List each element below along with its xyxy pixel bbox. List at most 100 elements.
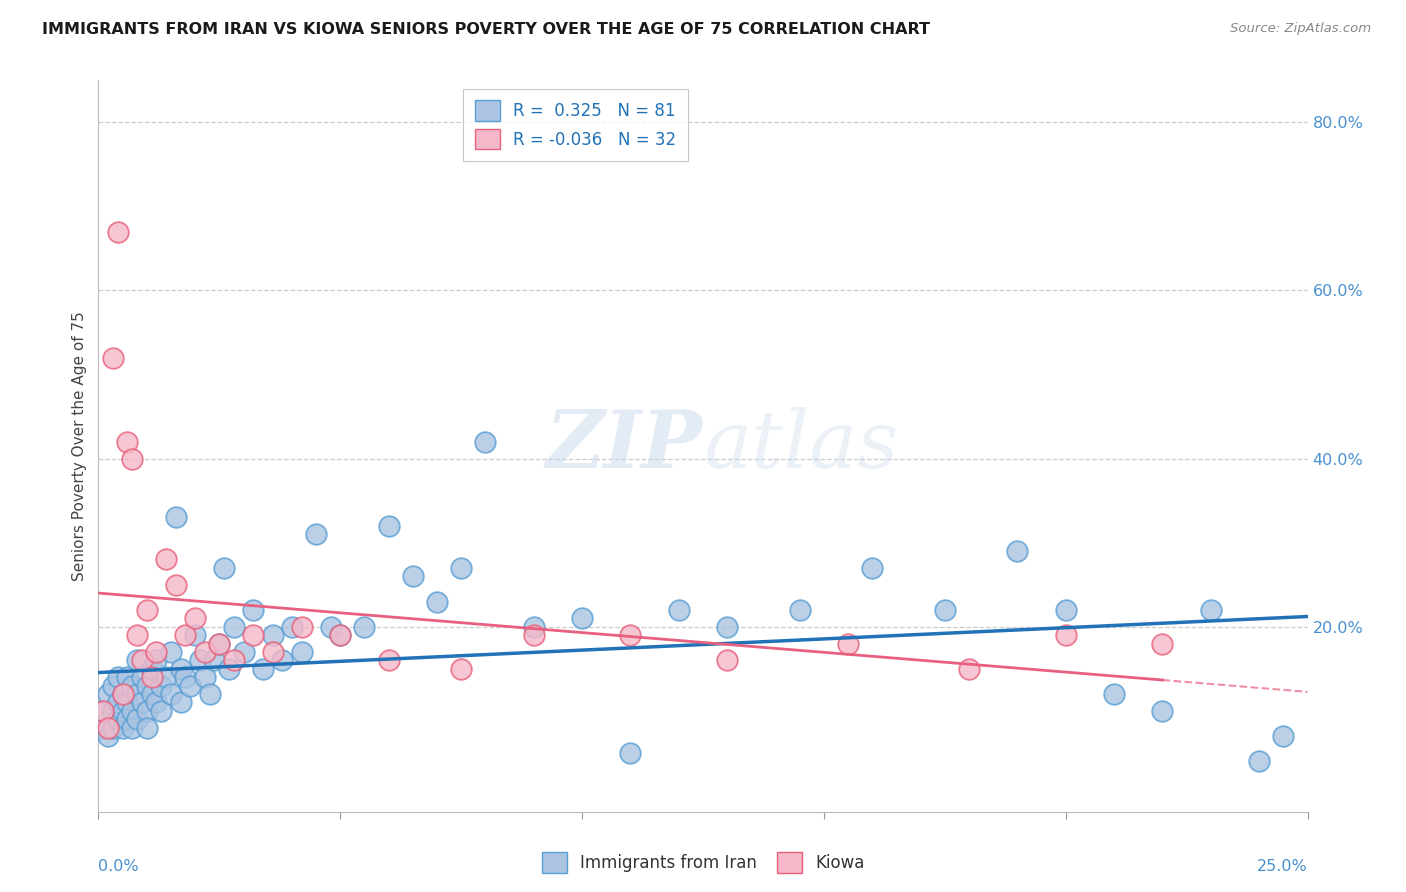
Point: [131, 670, 153, 684]
Point: [716, 620, 738, 634]
Point: [107, 695, 129, 709]
Point: [426, 594, 449, 608]
Point: [91, 721, 114, 735]
Point: [860, 561, 883, 575]
Point: [1272, 729, 1295, 743]
Point: [91, 704, 114, 718]
Point: [1102, 687, 1125, 701]
Point: [141, 662, 163, 676]
Point: [174, 628, 197, 642]
Point: [107, 225, 129, 239]
Point: [204, 653, 226, 667]
Point: [290, 620, 312, 634]
Point: [377, 519, 399, 533]
Point: [262, 645, 284, 659]
Point: [141, 687, 163, 701]
Point: [111, 704, 134, 718]
Point: [1054, 628, 1077, 642]
Point: [121, 451, 143, 466]
Point: [290, 645, 312, 659]
Point: [619, 746, 641, 760]
Point: [117, 670, 139, 684]
Point: [169, 695, 191, 709]
Point: [188, 653, 211, 667]
Point: [222, 620, 245, 634]
Point: [957, 662, 980, 676]
Point: [222, 653, 245, 667]
Point: [571, 611, 593, 625]
Point: [1152, 636, 1174, 650]
Point: [208, 636, 231, 650]
Point: [523, 620, 546, 634]
Point: [127, 628, 149, 642]
Point: [184, 611, 207, 625]
Point: [121, 721, 143, 735]
Point: [218, 662, 240, 676]
Point: [174, 670, 197, 684]
Point: [1054, 603, 1077, 617]
Y-axis label: Seniors Poverty Over the Age of 75: Seniors Poverty Over the Age of 75: [72, 311, 87, 581]
Point: [150, 704, 173, 718]
Point: [837, 636, 859, 650]
Point: [523, 628, 546, 642]
Legend: Immigrants from Iran, Kiowa: Immigrants from Iran, Kiowa: [534, 846, 872, 880]
Point: [97, 721, 120, 735]
Point: [194, 670, 217, 684]
Point: [117, 712, 139, 726]
Point: [127, 712, 149, 726]
Point: [145, 645, 167, 659]
Point: [101, 721, 124, 735]
Point: [107, 712, 129, 726]
Text: ZIP: ZIP: [546, 408, 703, 484]
Point: [165, 510, 187, 524]
Point: [262, 628, 284, 642]
Point: [150, 679, 173, 693]
Point: [111, 687, 134, 701]
Point: [353, 620, 375, 634]
Point: [155, 670, 177, 684]
Point: [97, 729, 120, 743]
Text: 0.0%: 0.0%: [98, 859, 139, 874]
Point: [127, 687, 149, 701]
Point: [184, 628, 207, 642]
Legend: R =  0.325   N = 81, R = -0.036   N = 32: R = 0.325 N = 81, R = -0.036 N = 32: [464, 88, 689, 161]
Point: [474, 434, 496, 449]
Point: [145, 653, 167, 667]
Text: 25.0%: 25.0%: [1257, 859, 1308, 874]
Point: [145, 695, 167, 709]
Point: [111, 687, 134, 701]
Point: [232, 645, 254, 659]
Point: [160, 687, 183, 701]
Point: [668, 603, 690, 617]
Point: [91, 704, 114, 718]
Point: [242, 628, 264, 642]
Point: [716, 653, 738, 667]
Point: [121, 679, 143, 693]
Point: [619, 628, 641, 642]
Point: [101, 679, 124, 693]
Point: [252, 662, 274, 676]
Point: [131, 695, 153, 709]
Point: [1007, 544, 1029, 558]
Text: IMMIGRANTS FROM IRAN VS KIOWA SENIORS POVERTY OVER THE AGE OF 75 CORRELATION CHA: IMMIGRANTS FROM IRAN VS KIOWA SENIORS PO…: [42, 22, 931, 37]
Point: [141, 670, 163, 684]
Point: [97, 687, 120, 701]
Point: [789, 603, 811, 617]
Point: [934, 603, 956, 617]
Point: [319, 620, 342, 634]
Point: [179, 679, 201, 693]
Point: [1199, 603, 1222, 617]
Point: [198, 687, 221, 701]
Point: [121, 704, 143, 718]
Point: [329, 628, 352, 642]
Point: [111, 721, 134, 735]
Point: [101, 704, 124, 718]
Point: [165, 578, 187, 592]
Point: [1249, 754, 1271, 768]
Point: [101, 351, 124, 365]
Point: [131, 653, 153, 667]
Point: [127, 653, 149, 667]
Point: [450, 561, 472, 575]
Point: [117, 434, 139, 449]
Point: [117, 695, 139, 709]
